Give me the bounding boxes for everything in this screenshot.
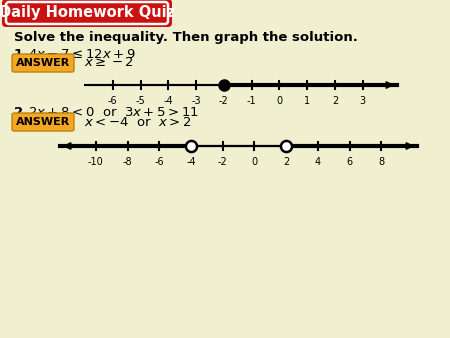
Text: $2x + 8 < 0$  or  $3x + 5 > 11$: $2x + 8 < 0$ or $3x + 5 > 11$: [28, 106, 199, 120]
Text: -4: -4: [163, 96, 173, 106]
Text: 1.: 1.: [14, 48, 28, 61]
Text: 8: 8: [378, 157, 384, 167]
Text: 2.: 2.: [14, 106, 28, 120]
Text: $4x - 7 \leq 12x + 9$: $4x - 7 \leq 12x + 9$: [28, 48, 136, 61]
Text: -8: -8: [123, 157, 132, 167]
FancyBboxPatch shape: [6, 2, 168, 24]
Text: 4: 4: [315, 157, 321, 167]
Text: 0: 0: [251, 157, 257, 167]
Text: -4: -4: [186, 157, 196, 167]
Text: 6: 6: [346, 157, 352, 167]
Text: 3: 3: [360, 96, 366, 106]
FancyBboxPatch shape: [12, 113, 74, 131]
Text: -6: -6: [154, 157, 164, 167]
Text: -6: -6: [108, 96, 117, 106]
Text: -1: -1: [247, 96, 256, 106]
Text: -2: -2: [218, 157, 228, 167]
Text: ANSWER: ANSWER: [16, 58, 70, 68]
FancyBboxPatch shape: [12, 54, 74, 72]
FancyBboxPatch shape: [2, 0, 172, 27]
Text: 0: 0: [276, 96, 283, 106]
Text: -5: -5: [136, 96, 145, 106]
Text: ANSWER: ANSWER: [16, 117, 70, 127]
Text: 1: 1: [304, 96, 310, 106]
Text: Daily Homework Quiz: Daily Homework Quiz: [0, 5, 175, 21]
Text: -10: -10: [88, 157, 104, 167]
Text: 2: 2: [332, 96, 338, 106]
Text: 2: 2: [283, 157, 289, 167]
Text: -2: -2: [219, 96, 229, 106]
Text: Solve the inequality. Then graph the solution.: Solve the inequality. Then graph the sol…: [14, 31, 358, 45]
Text: $x < -4$  or  $x > 2$: $x < -4$ or $x > 2$: [84, 116, 192, 128]
Text: -3: -3: [191, 96, 201, 106]
Text: $x \geq -2$: $x \geq -2$: [84, 56, 134, 70]
